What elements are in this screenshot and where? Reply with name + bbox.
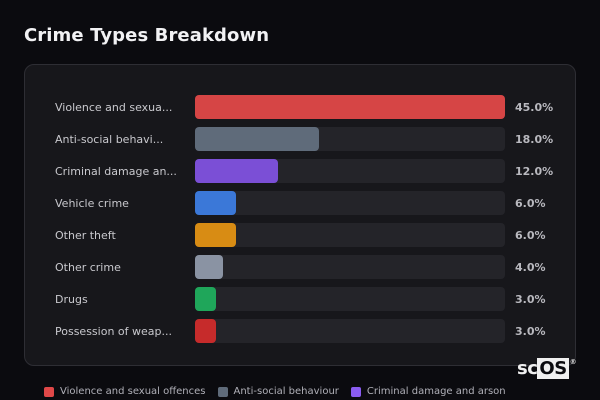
bar-track <box>195 319 505 343</box>
bar-track <box>195 159 505 183</box>
legend-label: Criminal damage and arson <box>366 386 506 397</box>
bar-label: Vehicle crime <box>55 196 129 210</box>
chart-card: Violence and sexua... 45.0% Anti-social be… <box>24 64 576 366</box>
bar-track <box>195 223 505 247</box>
bar-value: 18.0% <box>515 132 554 146</box>
legend-label: Anti-social behaviour <box>233 386 339 397</box>
bar-track <box>195 95 505 119</box>
bar-fill[interactable] <box>195 287 216 311</box>
bar-fill[interactable] <box>195 95 505 119</box>
scos-logo: sc OS ® <box>517 358 577 379</box>
bar-label: Violence and sexua... <box>55 100 173 114</box>
bar-row[interactable]: Other theft 6.0% <box>25 223 575 247</box>
bar-track <box>195 127 505 151</box>
bar-label: Criminal damage an... <box>55 164 177 178</box>
bar-value: 6.0% <box>515 196 546 210</box>
bar-track <box>195 287 505 311</box>
bar-row[interactable]: Possession of weap... 3.0% <box>25 319 575 343</box>
legend-item[interactable]: Criminal damage and arson <box>350 386 506 397</box>
legend-item[interactable]: Violence and sexual offences <box>44 386 206 397</box>
legend-item[interactable]: Anti-social behaviour <box>217 386 339 397</box>
bar-value: 6.0% <box>515 228 546 242</box>
bar-label: Possession of weap... <box>55 324 172 338</box>
legend-swatch-icon <box>217 386 228 397</box>
bar-value: 45.0% <box>515 100 554 114</box>
logo-os: OS <box>537 358 569 379</box>
bar-track <box>195 255 505 279</box>
bar-fill[interactable] <box>195 223 237 247</box>
bar-label: Other crime <box>55 260 121 274</box>
bar-fill[interactable] <box>195 159 278 183</box>
bar-fill[interactable] <box>195 319 216 343</box>
bar-label: Drugs <box>55 292 88 306</box>
bar-label: Other theft <box>55 228 116 242</box>
legend-label: Violence and sexual offences <box>60 386 206 397</box>
bar-value: 12.0% <box>515 164 554 178</box>
bar-row[interactable]: Anti-social behavi... 18.0% <box>25 127 575 151</box>
bar-value: 4.0% <box>515 260 546 274</box>
bar-row[interactable]: Criminal damage an... 12.0% <box>25 159 575 183</box>
chart-legend: Violence and sexual offences Anti-social … <box>44 386 506 397</box>
bar-fill[interactable] <box>195 191 237 215</box>
legend-swatch-icon <box>44 386 54 397</box>
logo-sc: sc <box>517 358 538 379</box>
bar-value: 3.0% <box>515 324 546 338</box>
bar-label: Anti-social behavi... <box>55 132 164 146</box>
page-title: Crime Types Breakdown <box>24 25 270 46</box>
bar-fill[interactable] <box>195 127 319 151</box>
bar-track <box>195 191 505 215</box>
bar-row[interactable]: Violence and sexua... 45.0% <box>25 95 575 119</box>
bar-value: 3.0% <box>515 292 546 306</box>
bar-row[interactable]: Vehicle crime 6.0% <box>25 191 575 215</box>
bar-fill[interactable] <box>195 255 223 279</box>
bar-row[interactable]: Other crime 4.0% <box>25 255 575 279</box>
legend-swatch-icon <box>350 386 361 397</box>
bar-row[interactable]: Drugs 3.0% <box>25 287 575 311</box>
registered-icon: ® <box>569 358 577 366</box>
